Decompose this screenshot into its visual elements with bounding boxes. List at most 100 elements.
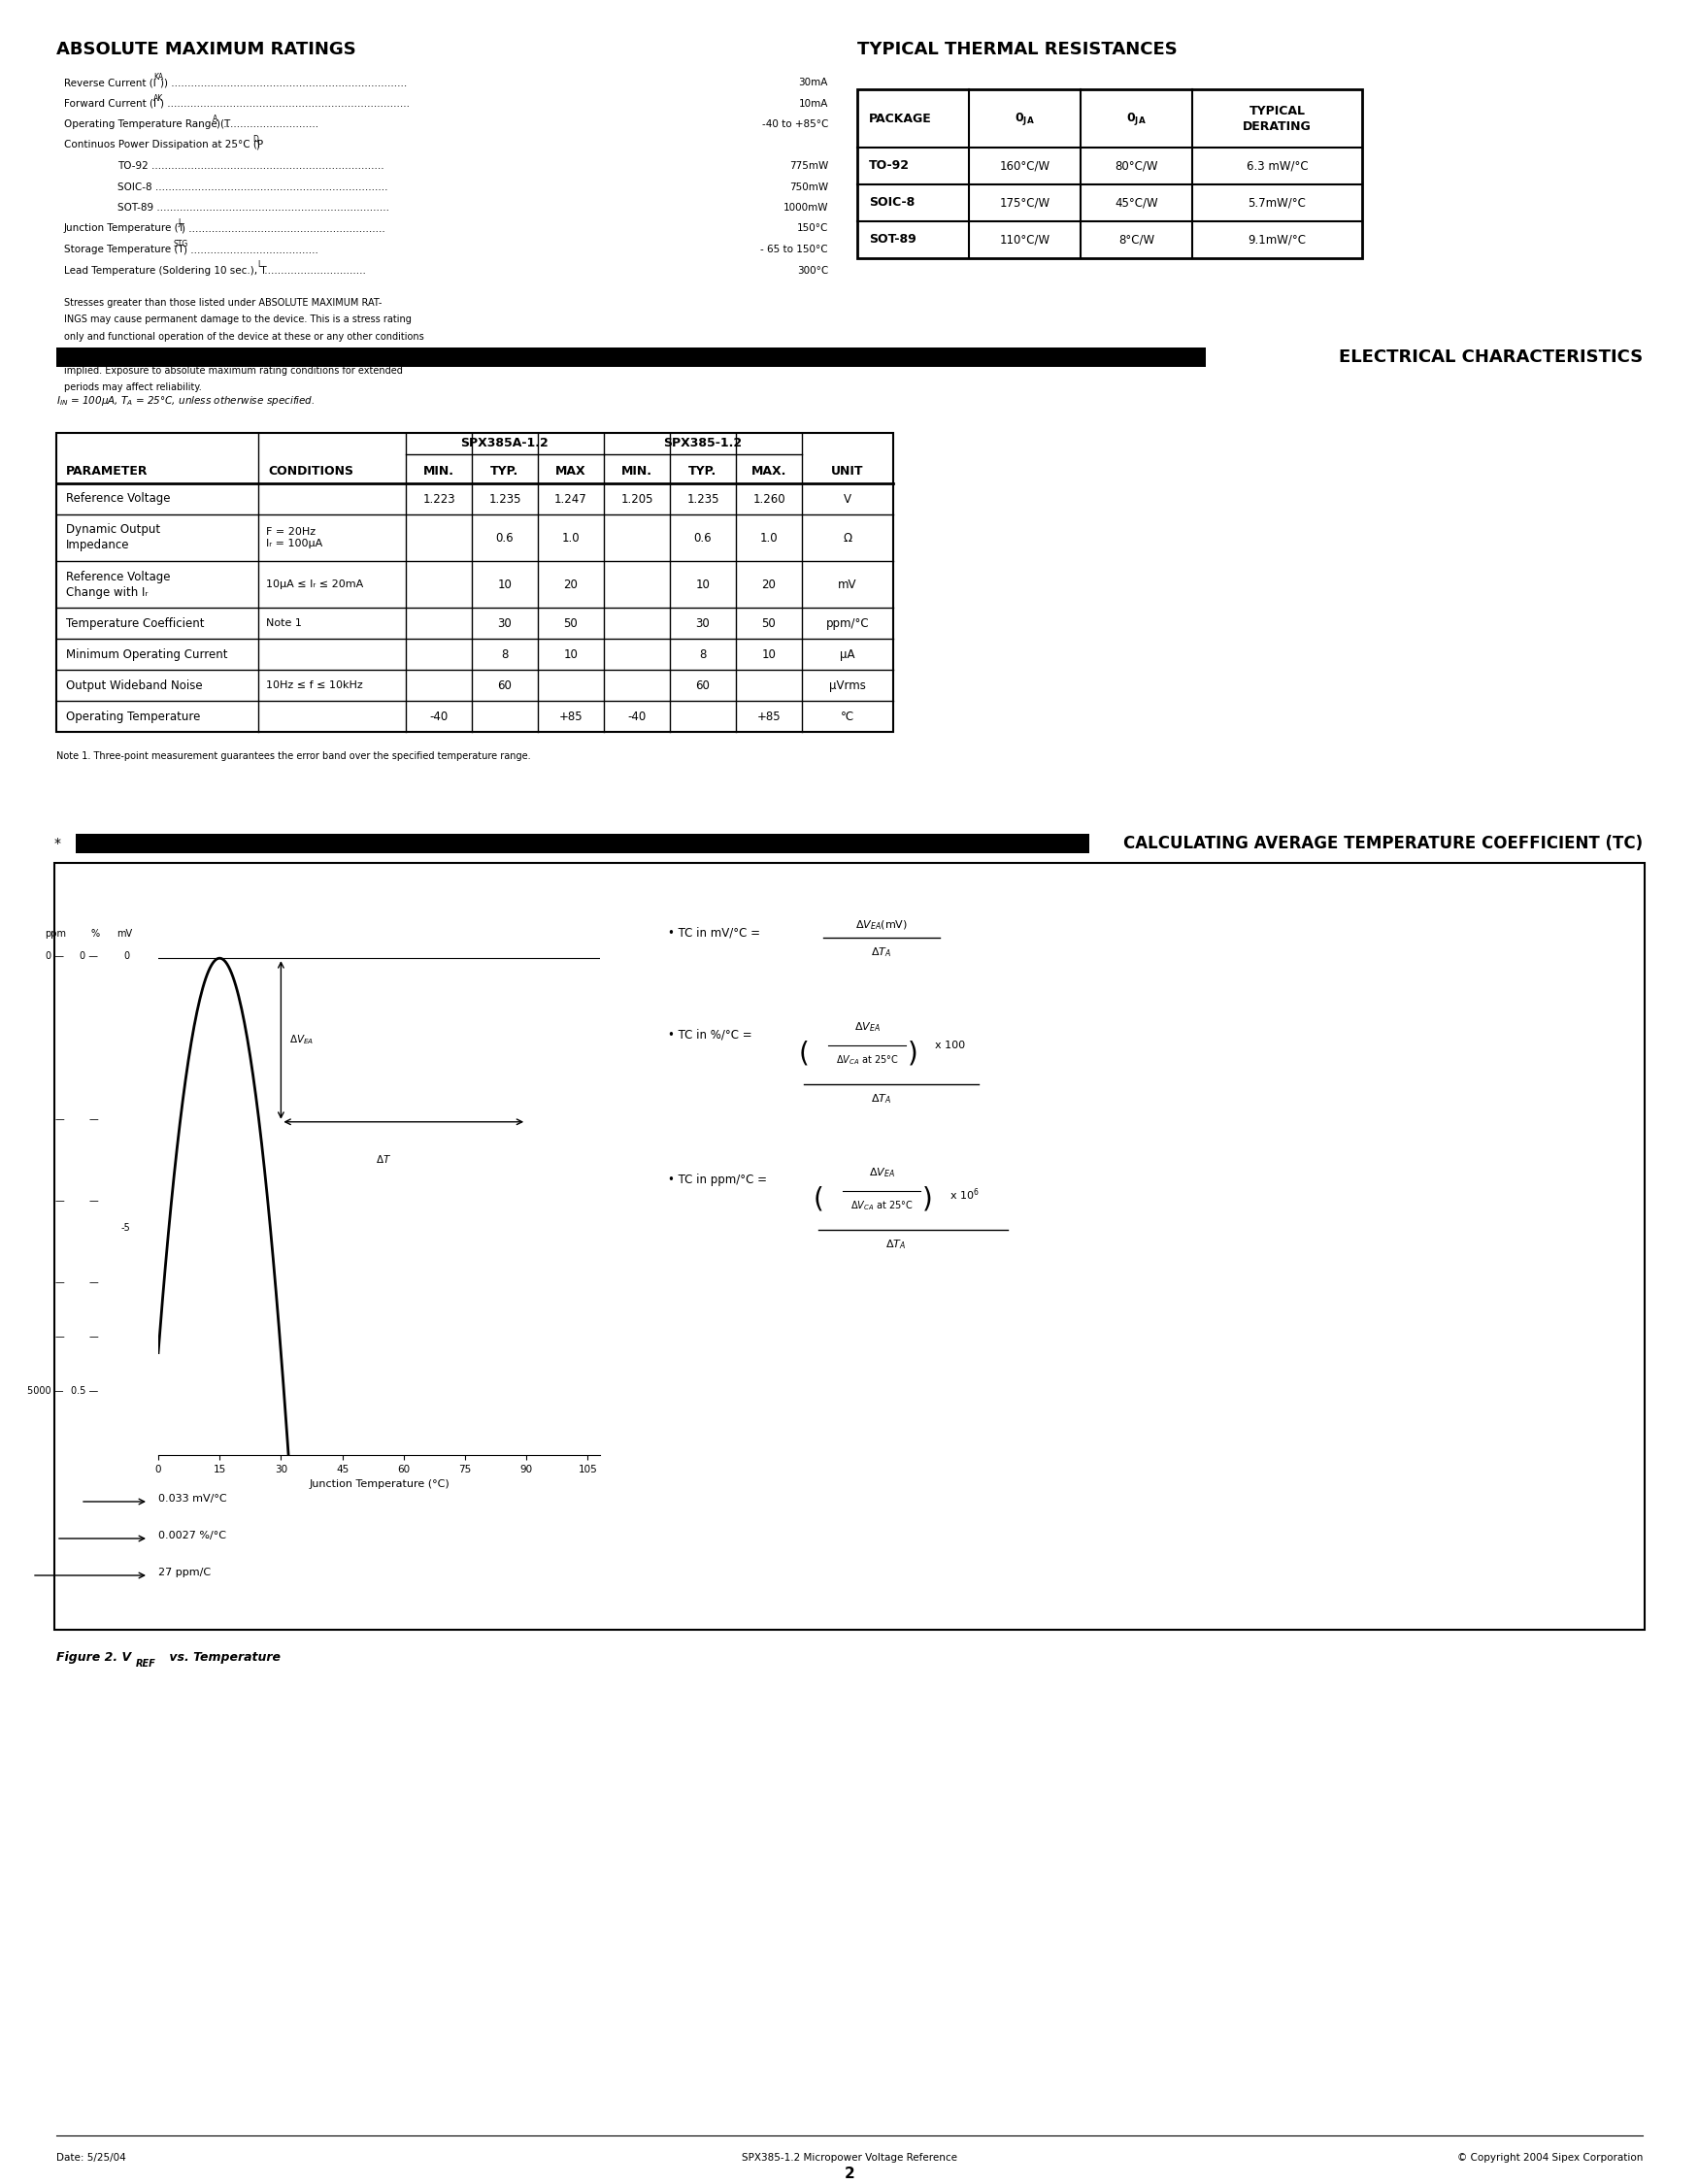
Text: 300°C: 300°C bbox=[797, 266, 827, 275]
Text: Date: 5/25/04: Date: 5/25/04 bbox=[56, 2153, 126, 2162]
Text: 30: 30 bbox=[697, 616, 710, 629]
Text: $\Delta T$: $\Delta T$ bbox=[375, 1153, 391, 1164]
Text: V: V bbox=[844, 494, 851, 505]
Text: 10: 10 bbox=[498, 579, 511, 590]
Text: Minimum Operating Current: Minimum Operating Current bbox=[66, 649, 228, 660]
Text: Forward Current (I: Forward Current (I bbox=[65, 98, 156, 109]
Text: 27 ppm/C: 27 ppm/C bbox=[158, 1568, 211, 1577]
Text: vs. Temperature: vs. Temperature bbox=[165, 1651, 280, 1664]
Text: Operating Temperature: Operating Temperature bbox=[66, 710, 200, 723]
Text: x 100: x 100 bbox=[934, 1040, 965, 1051]
Text: L: L bbox=[257, 260, 262, 269]
Text: 0 —: 0 — bbox=[46, 952, 65, 961]
Text: $\Delta T_A$: $\Delta T_A$ bbox=[872, 946, 892, 959]
Text: $I_{IN}$ = 100μA, $T_A$ = 25°C, unless otherwise specified.: $I_{IN}$ = 100μA, $T_A$ = 25°C, unless o… bbox=[56, 393, 314, 408]
Text: ) ..........................................................................: ) ......................................… bbox=[160, 98, 409, 109]
Text: Lead Temperature (Soldering 10 sec.), T: Lead Temperature (Soldering 10 sec.), T bbox=[65, 266, 267, 275]
Text: ppm/°C: ppm/°C bbox=[826, 616, 870, 629]
Text: —: — bbox=[54, 1278, 65, 1286]
Text: Figure 2. V: Figure 2. V bbox=[56, 1651, 131, 1664]
Text: PACKAGE: PACKAGE bbox=[868, 111, 931, 124]
Text: - 65 to 150°C: - 65 to 150°C bbox=[761, 245, 827, 253]
Text: ABSOLUTE MAXIMUM RATINGS: ABSOLUTE MAXIMUM RATINGS bbox=[56, 41, 357, 59]
Polygon shape bbox=[76, 834, 1089, 854]
Text: SOT-89: SOT-89 bbox=[868, 234, 916, 247]
Text: $\Delta V_{EA}$: $\Delta V_{EA}$ bbox=[855, 1020, 880, 1033]
Text: $\Delta T_A$: $\Delta T_A$ bbox=[872, 1092, 892, 1105]
Text: *: * bbox=[54, 836, 61, 850]
Text: Reference Voltage: Reference Voltage bbox=[66, 494, 170, 505]
Text: 20: 20 bbox=[564, 579, 578, 590]
Text: 1.223: 1.223 bbox=[423, 494, 455, 505]
Text: $\Delta T_A$: $\Delta T_A$ bbox=[885, 1238, 906, 1251]
Text: 8°C/W: 8°C/W bbox=[1118, 234, 1154, 247]
Text: 20: 20 bbox=[761, 579, 776, 590]
Text: 0 —: 0 — bbox=[80, 952, 99, 961]
Text: 0: 0 bbox=[124, 952, 131, 961]
Text: Reverse Current (I: Reverse Current (I bbox=[65, 79, 156, 87]
Polygon shape bbox=[56, 347, 1206, 367]
Text: 0.5 —: 0.5 — bbox=[71, 1387, 99, 1396]
Text: -40: -40 bbox=[627, 710, 646, 723]
Text: • TC in mV/°C =: • TC in mV/°C = bbox=[668, 926, 759, 939]
Text: +85: +85 bbox=[559, 710, 583, 723]
Text: D: D bbox=[251, 135, 258, 144]
Text: 8: 8 bbox=[700, 649, 707, 660]
Text: —: — bbox=[88, 1114, 99, 1125]
Text: ): ) bbox=[257, 140, 260, 151]
Text: TYPICAL
DERATING: TYPICAL DERATING bbox=[1244, 105, 1312, 133]
Text: INGS may cause permanent damage to the device. This is a stress rating: INGS may cause permanent damage to the d… bbox=[65, 314, 411, 325]
Text: SOIC-8 .......................................................................: SOIC-8 .................................… bbox=[117, 181, 387, 192]
Text: 80°C/W: 80°C/W bbox=[1115, 159, 1159, 173]
Text: μA: μA bbox=[839, 649, 855, 660]
Text: 750mW: 750mW bbox=[788, 181, 827, 192]
Text: 1.235: 1.235 bbox=[489, 494, 522, 505]
Text: Junction Temperature (T: Junction Temperature (T bbox=[65, 223, 185, 234]
Text: 30mA: 30mA bbox=[799, 79, 827, 87]
Text: 1000mW: 1000mW bbox=[783, 203, 827, 212]
Text: SPX385A-1.2: SPX385A-1.2 bbox=[460, 437, 549, 450]
Text: -40 to +85°C: -40 to +85°C bbox=[761, 120, 827, 129]
Text: 1.0: 1.0 bbox=[759, 531, 778, 544]
Text: 150°C: 150°C bbox=[797, 223, 827, 234]
Text: above those indicated in the operational sections of this specification is not: above those indicated in the operational… bbox=[65, 349, 425, 358]
Text: —: — bbox=[54, 1332, 65, 1341]
Text: SOIC-8: SOIC-8 bbox=[868, 197, 914, 210]
Text: TO-92: TO-92 bbox=[868, 159, 909, 173]
Text: —: — bbox=[54, 1197, 65, 1206]
Text: (: ( bbox=[814, 1186, 824, 1212]
Text: $\Delta V_{EA}$(mV): $\Delta V_{EA}$(mV) bbox=[855, 919, 907, 933]
Text: +85: +85 bbox=[758, 710, 782, 723]
Text: © Copyright 2004 Sipex Corporation: © Copyright 2004 Sipex Corporation bbox=[1458, 2153, 1643, 2162]
Text: STG: STG bbox=[173, 240, 189, 249]
Text: —: — bbox=[88, 1197, 99, 1206]
Text: 60: 60 bbox=[695, 679, 710, 692]
Text: 10mA: 10mA bbox=[799, 98, 827, 109]
Text: ppm: ppm bbox=[44, 928, 66, 939]
Text: 175°C/W: 175°C/W bbox=[999, 197, 1050, 210]
Text: • TC in ppm/°C =: • TC in ppm/°C = bbox=[668, 1173, 766, 1186]
Text: 0.6: 0.6 bbox=[496, 531, 513, 544]
Text: ): ) bbox=[907, 1040, 917, 1066]
Text: 10: 10 bbox=[564, 649, 578, 660]
Text: 5.7mW/°C: 5.7mW/°C bbox=[1249, 197, 1307, 210]
Text: ) .............................: ) ............................. bbox=[216, 120, 318, 129]
Text: x 10$^6$: x 10$^6$ bbox=[950, 1186, 979, 1201]
Text: 45°C/W: 45°C/W bbox=[1115, 197, 1159, 210]
Text: 160°C/W: 160°C/W bbox=[999, 159, 1050, 173]
Text: —: — bbox=[54, 1114, 65, 1125]
Text: —: — bbox=[88, 1278, 99, 1286]
Text: -40: -40 bbox=[430, 710, 449, 723]
Text: 1.247: 1.247 bbox=[554, 494, 588, 505]
Text: 10: 10 bbox=[761, 649, 776, 660]
Text: 30: 30 bbox=[498, 616, 511, 629]
Text: UNIT: UNIT bbox=[831, 465, 863, 476]
Text: ) ............................................................: ) ......................................… bbox=[182, 223, 386, 234]
Text: )) ........................................................................: )) .....................................… bbox=[160, 79, 408, 87]
Text: $\Delta V_{CA}$ at 25°C: $\Delta V_{CA}$ at 25°C bbox=[850, 1199, 912, 1212]
Text: Output Wideband Noise: Output Wideband Noise bbox=[66, 679, 202, 692]
Text: Note 1: Note 1 bbox=[267, 618, 302, 629]
Text: implied. Exposure to absolute maximum rating conditions for extended: implied. Exposure to absolute maximum ra… bbox=[65, 367, 403, 376]
Text: A: A bbox=[212, 114, 217, 122]
Text: ) .......................................: ) ......................................… bbox=[183, 245, 319, 253]
